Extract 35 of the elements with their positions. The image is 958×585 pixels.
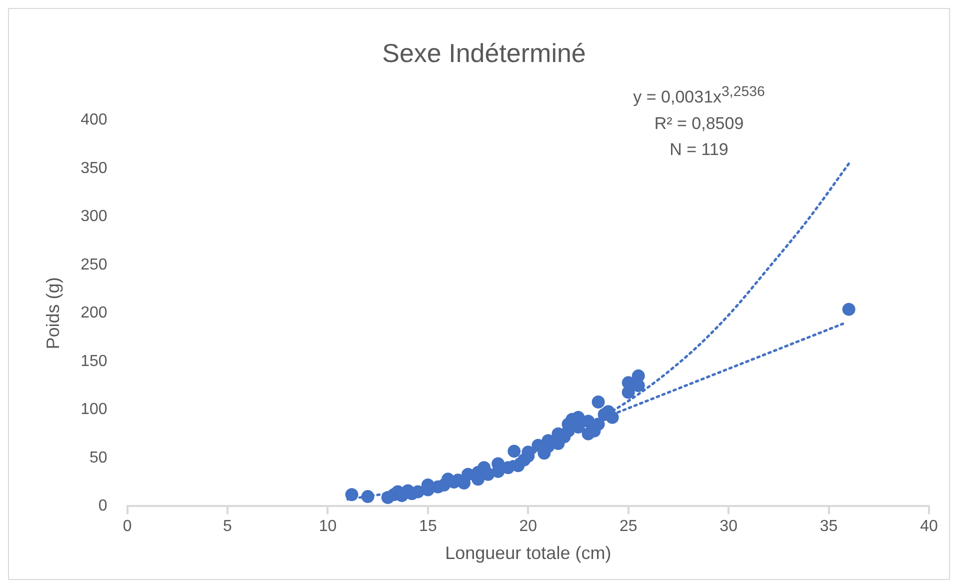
annotation: R² = 0,8509 xyxy=(653,112,745,135)
point xyxy=(482,468,495,481)
point xyxy=(606,410,619,424)
x-tick-label: 25 xyxy=(619,518,638,536)
x-tick-label: 35 xyxy=(820,518,838,536)
x-tick-label: 40 xyxy=(920,518,938,536)
point xyxy=(508,444,521,458)
point xyxy=(345,488,358,502)
y-tick-label: 250 xyxy=(80,256,108,274)
x-tick-label: 20 xyxy=(519,518,538,536)
y-tick-label: 0 xyxy=(98,498,108,515)
y-tick-label: 200 xyxy=(80,304,108,322)
point xyxy=(572,410,585,424)
x-tick-label: 5 xyxy=(223,518,232,536)
y-tick-label: 50 xyxy=(90,449,108,466)
x-tick-label: 10 xyxy=(318,518,337,536)
y-tick-label: 300 xyxy=(80,208,108,226)
y-axis-title: Poids (g) xyxy=(42,277,63,350)
y-tick-label: 100 xyxy=(80,401,108,418)
point xyxy=(361,490,374,504)
point xyxy=(632,379,645,392)
y-tick-label: 400 xyxy=(80,112,108,129)
point xyxy=(592,395,605,408)
point xyxy=(842,302,856,316)
x-tick-label: 0 xyxy=(122,518,132,536)
text: y = 0,0031x$^{3,2536}$ xyxy=(632,83,766,109)
x-axis-title: Longueur totale (cm) xyxy=(445,543,612,564)
y-tick-label: 150 xyxy=(80,352,108,370)
x-tick-label: 30 xyxy=(720,518,738,536)
point xyxy=(592,418,605,431)
line-series xyxy=(346,162,850,501)
x-tick-label: 15 xyxy=(419,518,437,536)
annotation: N = 119 xyxy=(668,138,730,161)
y-tick-label: 350 xyxy=(80,160,108,177)
chart-title: Sexe Indéterminé xyxy=(382,38,586,68)
